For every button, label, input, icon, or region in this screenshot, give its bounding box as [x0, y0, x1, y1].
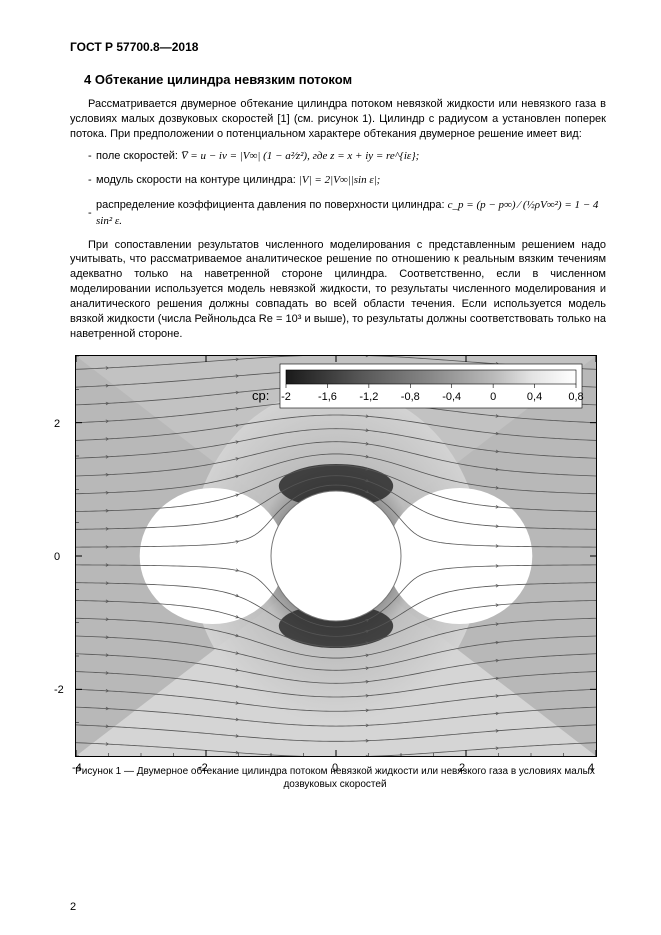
- x-tick: 4: [588, 762, 594, 774]
- y-tick: 0: [54, 551, 60, 563]
- svg-text:-0,4: -0,4: [442, 391, 461, 403]
- svg-text:-1,6: -1,6: [318, 391, 337, 403]
- svg-text:-2: -2: [281, 391, 291, 403]
- svg-text:-1,2: -1,2: [359, 391, 378, 403]
- x-tick: -2: [198, 762, 208, 774]
- bullet-label: распределение коэффициента давления по п…: [96, 199, 448, 211]
- svg-text:0: 0: [490, 391, 496, 403]
- formula-velocity-field: V̅ = u − iv = |V∞| (1 − a²⁄z²), где z = …: [181, 150, 419, 162]
- x-tick: 0: [332, 762, 338, 774]
- page-number: 2: [70, 901, 76, 913]
- document-id: ГОСТ Р 57700.8—2018: [70, 40, 606, 54]
- y-tick: 2: [54, 418, 60, 430]
- section-heading: 4 Обтекание цилиндра невязким потоком: [70, 72, 606, 87]
- bullet-label: модуль скорости на контуре цилиндра:: [96, 174, 299, 186]
- paragraph-discussion: При сопоставлении результатов численного…: [70, 238, 606, 342]
- bullet-label: поле скоростей:: [96, 150, 181, 162]
- svg-text:0,8: 0,8: [568, 391, 583, 403]
- x-tick: -4: [72, 762, 82, 774]
- figure-1: -2 -1,6 -1,2 -0,8 -0,4 0 0,4 0,8 cp: 2 0 -2 -4 -…: [75, 355, 595, 791]
- list-item: - поле скоростей: V̅ = u − iv = |V∞| (1 …: [70, 148, 606, 165]
- svg-text:-0,8: -0,8: [401, 391, 420, 403]
- formula-list: - поле скоростей: V̅ = u − iv = |V∞| (1 …: [70, 148, 606, 230]
- list-item: - модуль скорости на контуре цилиндра: |…: [70, 172, 606, 189]
- figure-plot-area: -2-1,6-1,2-0,8-0,400,40,8cp: 2 0 -2 -4 -…: [75, 355, 597, 757]
- svg-text:cp:: cp:: [252, 388, 269, 403]
- formula-velocity-magnitude: |V| = 2|V∞||sin ε|;: [299, 174, 380, 186]
- flow-diagram-svg: -2 -1,6 -1,2 -0,8 -0,4 0 0,4 0,8 cp:: [76, 356, 596, 756]
- y-tick: -2: [54, 684, 64, 696]
- x-tick: 2: [459, 762, 465, 774]
- list-item: - распределение коэффициента давления по…: [70, 197, 606, 230]
- paragraph-intro: Рассматривается двумерное обтекание цили…: [70, 97, 606, 142]
- svg-text:0,4: 0,4: [527, 391, 542, 403]
